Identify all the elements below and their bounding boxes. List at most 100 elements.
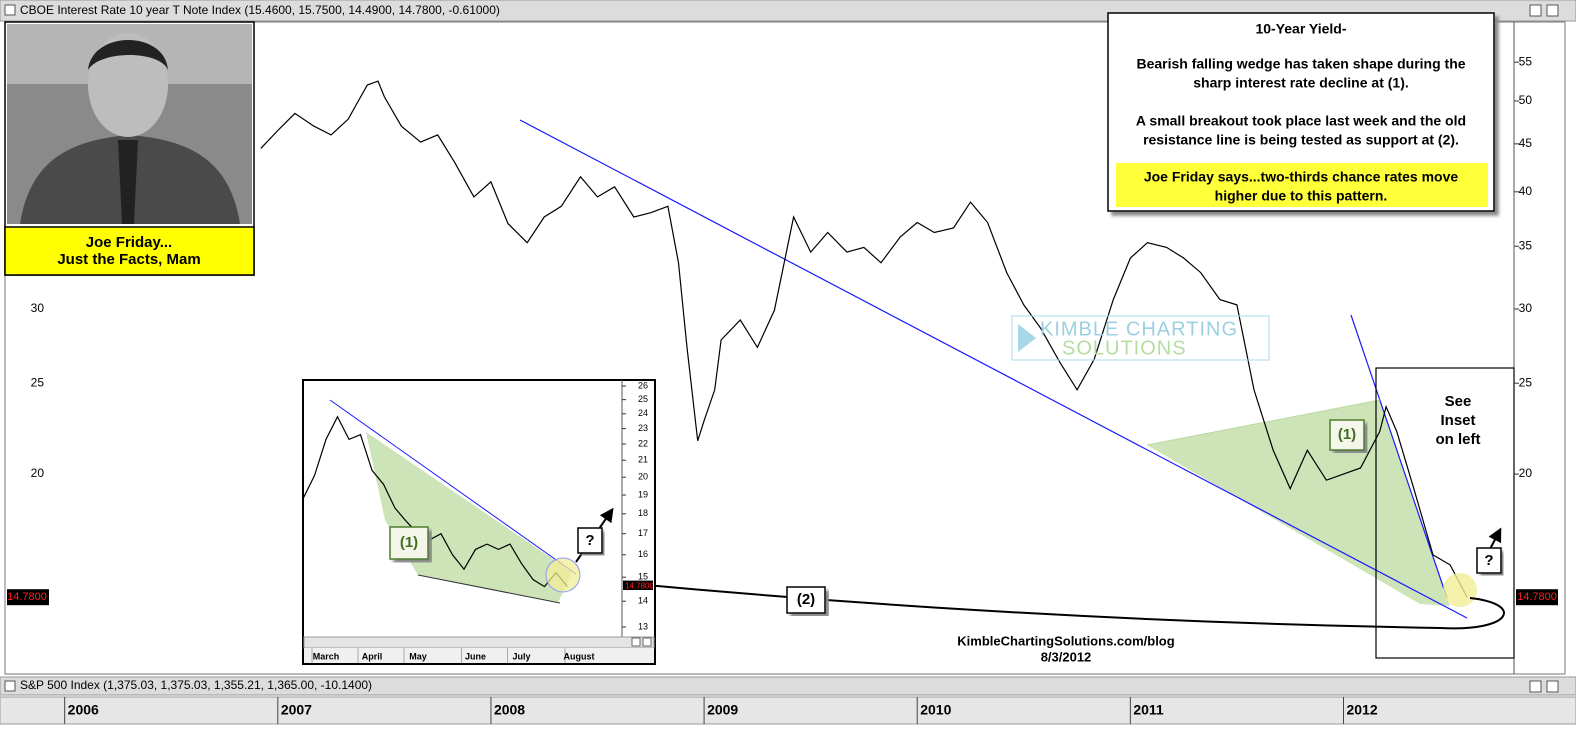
inset-y-tick-label: 22 — [638, 438, 648, 448]
inset-chart: 13 14 15 16 17 18 19 20 21 22 23 24 25 26 March April Ma… — [302, 379, 656, 665]
note-title: 10-Year Yield- — [1255, 21, 1346, 37]
inset-y-tick-label: 17 — [638, 528, 648, 538]
inset-x-tick-label: June — [465, 651, 486, 661]
photo-figure — [88, 40, 168, 70]
y-tick-label: 20 — [1519, 466, 1533, 480]
question-box — [1476, 547, 1502, 574]
y-tick-label: 40 — [1519, 184, 1533, 198]
inset-wedge-box — [389, 526, 429, 560]
panel-button[interactable] — [1529, 4, 1542, 17]
photo-box: Joe Friday... Just the Facts, Mam — [4, 21, 255, 276]
inset-x-axis — [304, 648, 654, 663]
inset-note: on left — [1436, 431, 1481, 448]
inset-wedge-fill — [366, 432, 572, 603]
y-tick-label: 55 — [1519, 54, 1533, 68]
watermark-logo — [1018, 324, 1036, 352]
inset-region-frame — [1375, 367, 1515, 659]
note-highlight-text: Joe Friday says...two-thirds chance rate… — [1144, 169, 1459, 185]
watermark-frame — [1011, 315, 1270, 361]
footer-text: KimbleChartingSolutions.com/blog — [957, 633, 1174, 648]
panel-button[interactable] — [4, 4, 16, 16]
note-highlight-text: higher due to this pattern. — [1215, 188, 1388, 204]
x-tick-label: 2008 — [494, 702, 525, 718]
y-tick-label: 25 — [1519, 375, 1533, 389]
photo-caption: Just the Facts, Mam — [57, 251, 200, 268]
x-tick-label: 2010 — [920, 702, 951, 718]
x-tick-label: 2009 — [707, 702, 738, 718]
panel-button[interactable] — [4, 680, 16, 692]
photo-caption-box — [4, 226, 255, 276]
watermark-text: KIMBLE CHARTING — [1040, 318, 1238, 340]
inset-question-label: ? — [585, 532, 594, 549]
panel-button[interactable] — [1546, 4, 1559, 17]
x-tick-label: 2012 — [1346, 702, 1377, 718]
inset-x-tick-label: July — [512, 651, 530, 661]
photo-figure — [88, 33, 168, 137]
wedge-fill — [1147, 400, 1450, 606]
photo-caption: Joe Friday... — [86, 234, 172, 251]
inset-wedge-label: (1) — [400, 534, 418, 551]
wedge-label: (1) — [1338, 426, 1356, 443]
note-text: resistance line is being tested as suppo… — [1143, 132, 1459, 148]
wedge-box — [1329, 419, 1365, 451]
note-text: Bearish falling wedge has taken shape du… — [1136, 56, 1465, 72]
inset-plot — [303, 415, 568, 588]
x-axis-band — [0, 696, 1576, 725]
y-tick-label: 50 — [1519, 93, 1533, 107]
highlight-circle — [1443, 573, 1477, 607]
wedge-edge — [1146, 399, 1381, 446]
y-tick-label: 30 — [1519, 301, 1533, 315]
y-tick-label: 45 — [1519, 136, 1533, 150]
inset-y-tick-label: 26 — [638, 380, 648, 390]
x-tick-label: 2011 — [1133, 702, 1164, 718]
inset-y-tick-label: 18 — [638, 508, 648, 518]
inset-last-value: 14.7800 — [623, 580, 654, 591]
inset-y-tick-label: 21 — [638, 455, 648, 465]
inset-highlight-circle — [545, 557, 581, 593]
price-line — [303, 415, 568, 588]
inset-y-tick-label: 14 — [638, 596, 648, 606]
x-tick-label: 2006 — [68, 702, 99, 718]
inset-y-tick-label: 24 — [638, 408, 648, 418]
note-highlight — [1116, 163, 1488, 207]
trend-line — [519, 119, 1468, 619]
inset-button[interactable] — [642, 637, 652, 647]
inset-trend-line — [329, 399, 577, 575]
inset-x-tick-label: April — [362, 651, 383, 661]
last-value-label: 14.7800 — [625, 582, 654, 591]
inset-note: Inset — [1440, 412, 1475, 429]
main-panel-title: CBOE Interest Rate 10 year T Note Index … — [20, 3, 500, 17]
trend-line — [1350, 314, 1448, 599]
photo-figure — [118, 140, 138, 224]
retest-arrow — [579, 573, 1505, 630]
main-panel-frame — [4, 21, 1566, 675]
watermark: KIMBLE CHARTING SOLUTIONS — [1011, 315, 1270, 361]
price-line — [260, 80, 1468, 598]
inset-x-tick-label: March — [313, 651, 340, 661]
inset-y-tick-label: 23 — [638, 423, 648, 433]
y-tick-label: 20 — [31, 466, 45, 480]
footer-text: 8/3/2012 — [1041, 649, 1092, 664]
inset-y-tick-label: 19 — [638, 489, 648, 499]
note-text: A small breakout took place last week an… — [1136, 113, 1466, 129]
y-tick-label: 30 — [31, 301, 45, 315]
x-tick-label: 2007 — [281, 702, 312, 718]
inset-question-box — [577, 527, 603, 554]
inset-y-tick-label: 25 — [638, 394, 648, 404]
inset-y-tick-label: 13 — [638, 621, 648, 631]
inset-y-tick-label: 15 — [638, 572, 648, 582]
inset-x-tick-label: May — [409, 651, 427, 661]
inset-x-tick-label: August — [564, 651, 595, 661]
last-value-label: 14.7800 — [7, 591, 47, 603]
panel-button[interactable] — [1546, 680, 1559, 693]
inset-note: See — [1445, 393, 1472, 410]
watermark-text: SOLUTIONS — [1062, 337, 1187, 359]
y-tick-label: 25 — [31, 375, 45, 389]
inset-button[interactable] — [631, 637, 641, 647]
panel-button[interactable] — [1529, 680, 1542, 693]
question-label: ? — [1484, 552, 1493, 569]
inset-y-tick-label: 20 — [638, 472, 648, 482]
last-value-box — [1516, 589, 1558, 606]
last-value-box — [623, 580, 653, 590]
